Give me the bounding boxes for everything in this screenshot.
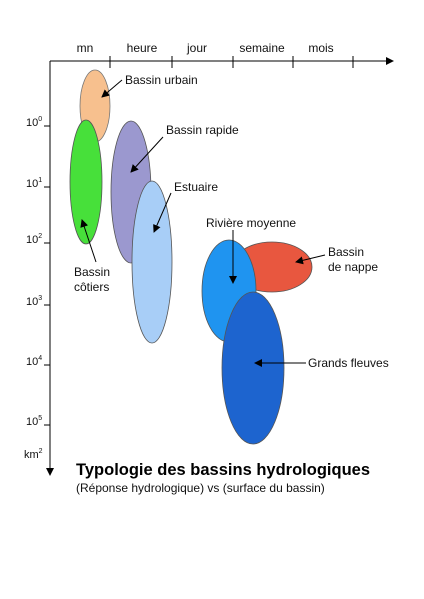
title-block: Typologie des bassins hydrologiques (Rép… bbox=[76, 460, 416, 496]
diagram-subtitle: (Réponse hydrologique) vs (surface du ba… bbox=[76, 481, 325, 495]
basin-labels: Bassin urbain Bassin côtiers Bassin rapi… bbox=[74, 73, 389, 370]
bassin-urbain-arrow bbox=[101, 79, 123, 98]
area-label-1e0: 100 bbox=[26, 116, 42, 129]
bassin-urbain-label: Bassin urbain bbox=[125, 73, 198, 87]
bassin-cotiers-ellipse bbox=[69, 119, 103, 245]
area-axis-labels: 100 101 102 103 104 105 km2 bbox=[24, 116, 43, 461]
estuaire-ellipse bbox=[131, 180, 173, 344]
time-axis-labels: mn heure jour semaine mois bbox=[77, 41, 334, 55]
time-axis-ticks bbox=[109, 56, 354, 68]
estuaire-label: Estuaire bbox=[174, 180, 218, 194]
area-axis-ticks bbox=[44, 125, 50, 426]
bassin-cotiers-arrow bbox=[80, 219, 97, 263]
time-label-mn: mn bbox=[77, 41, 94, 55]
area-label-1e4: 104 bbox=[26, 355, 42, 368]
area-label-1e3: 103 bbox=[26, 295, 42, 308]
time-label-heure: heure bbox=[127, 41, 158, 55]
area-axis-arrowhead bbox=[46, 468, 54, 476]
diagram-title: Typologie des bassins hydrologiques bbox=[76, 461, 370, 479]
grands-fleuves-label: Grands fleuves bbox=[308, 356, 389, 370]
grands-fleuves-ellipse bbox=[221, 291, 285, 445]
leader-arrows bbox=[80, 79, 326, 367]
bassin-de-nappe-label-line1: Bassin bbox=[328, 245, 364, 259]
bassin-cotiers-label-line2: côtiers bbox=[74, 280, 109, 294]
riviere-moyenne-label: Rivière moyenne bbox=[206, 216, 296, 230]
area-label-1e1: 101 bbox=[26, 177, 42, 190]
bassin-de-nappe-label-line2: de nappe bbox=[328, 260, 378, 274]
estuaire-arrow bbox=[153, 192, 172, 233]
time-label-mois: mois bbox=[308, 41, 333, 55]
area-label-1e5: 105 bbox=[26, 415, 42, 428]
time-axis-arrowhead bbox=[386, 57, 394, 65]
bassin-rapide-label: Bassin rapide bbox=[166, 123, 239, 137]
time-label-jour: jour bbox=[186, 41, 207, 55]
time-label-semaine: semaine bbox=[239, 41, 285, 55]
bassin-rapide-arrow bbox=[130, 136, 164, 173]
basin-ellipses bbox=[69, 69, 313, 445]
bassin-de-nappe-arrow bbox=[295, 254, 326, 265]
bassin-cotiers-label-line1: Bassin bbox=[74, 265, 110, 279]
area-label-1e2: 102 bbox=[26, 233, 42, 246]
area-axis-unit: km2 bbox=[24, 448, 43, 461]
